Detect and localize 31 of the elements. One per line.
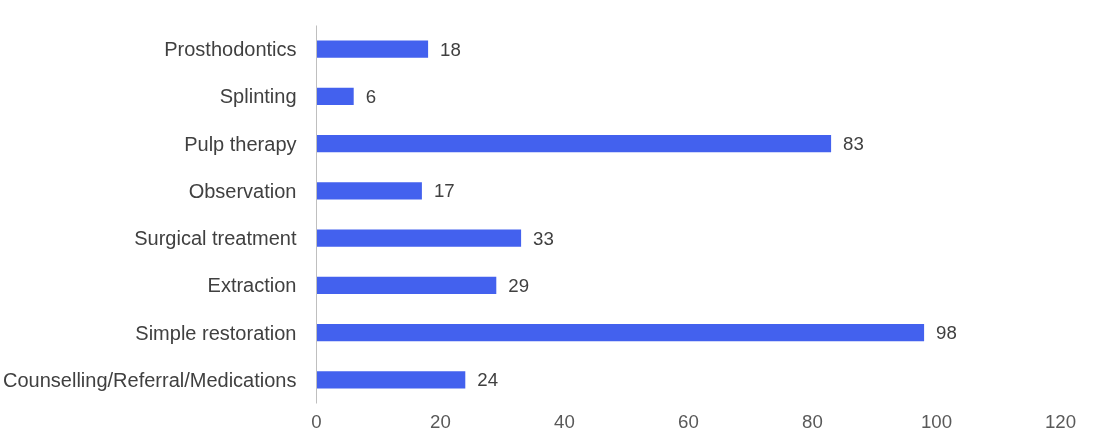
bar <box>316 87 354 105</box>
bar <box>316 276 497 294</box>
bar <box>316 182 422 200</box>
y-tick-label: Pulp therapy <box>184 132 297 155</box>
bar <box>316 229 522 247</box>
data-label: 29 <box>508 274 530 296</box>
data-label: 24 <box>477 369 499 391</box>
y-tick-label: Splinting <box>219 85 297 108</box>
x-tick-label: 120 <box>1044 410 1077 432</box>
data-label: 17 <box>433 180 455 202</box>
y-tick-label: Prosthodontics <box>164 38 297 61</box>
data-label: 6 <box>365 85 377 107</box>
bar <box>316 40 429 58</box>
bar <box>316 371 466 389</box>
y-tick-label: Simple restoration <box>135 321 297 344</box>
bar <box>316 324 925 342</box>
x-tick-label: 40 <box>554 410 575 432</box>
x-tick-label: 100 <box>920 410 953 432</box>
data-label: 33 <box>533 227 554 249</box>
y-tick-label: Extraction <box>207 274 297 297</box>
x-tick-label: 20 <box>430 410 451 432</box>
y-tick-label: Surgical treatment <box>134 227 297 250</box>
x-tick-label: 0 <box>311 410 322 432</box>
data-label: 83 <box>843 133 864 155</box>
x-tick-label: 60 <box>678 410 699 432</box>
data-label: 18 <box>440 38 461 60</box>
y-tick-label: Counselling/Referral/Medications <box>3 368 297 391</box>
bar <box>316 135 832 153</box>
x-tick-label: 80 <box>802 410 823 432</box>
y-tick-label: Observation <box>188 179 297 202</box>
data-label: 98 <box>936 322 957 344</box>
